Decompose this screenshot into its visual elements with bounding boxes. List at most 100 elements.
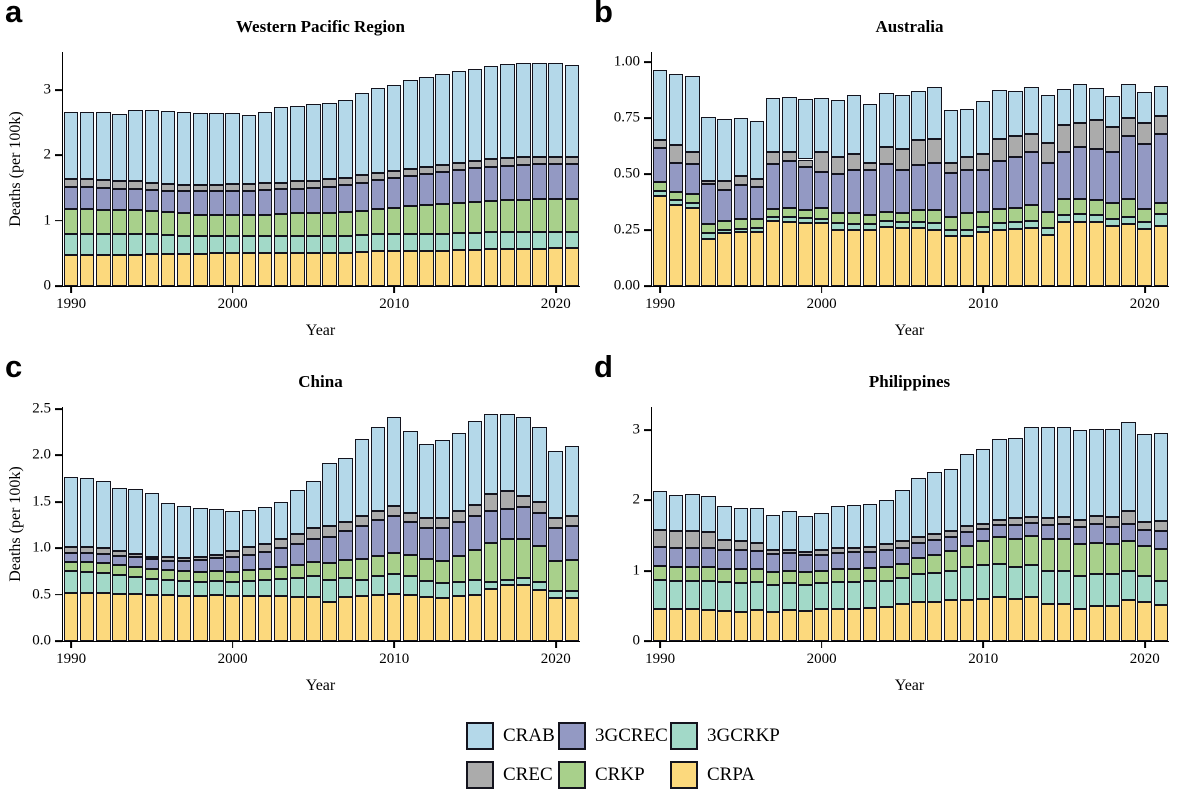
bar-segment-CRAB <box>830 100 846 158</box>
bar-segment-CRAB <box>403 80 418 169</box>
bar-segment-CRKP <box>354 559 370 580</box>
bar-segment-CRPA <box>1153 225 1169 286</box>
bar-segment-3GCREC <box>927 162 942 210</box>
bar-segment-3GCRKP <box>548 231 564 249</box>
bar-segment-CRPA <box>225 595 240 641</box>
panel-letter-d: d <box>594 349 613 384</box>
bar-segment-CRKP <box>370 208 386 235</box>
bar-segment-CRKP <box>548 199 564 232</box>
bar-segment-CRPA <box>289 253 305 286</box>
bar-segment-CRKP <box>895 563 910 578</box>
x-tick-mark <box>820 641 823 648</box>
bar-segment-CRAB <box>241 510 257 548</box>
bar-segment-CRAB <box>814 513 829 550</box>
x-tick-mark <box>231 641 234 648</box>
bar-segment-CREC <box>685 531 700 548</box>
bar-segment-CRPA <box>1008 228 1023 286</box>
panel-a: a Western Pacific Region Deaths (per 100… <box>0 0 588 355</box>
bar-segment-CRKP <box>765 572 781 585</box>
bar-segment-CREC <box>717 180 732 190</box>
bar-segment-CRKP <box>943 216 959 231</box>
bar-segment-CRKP <box>992 208 1007 224</box>
bar-segment-CRKP <box>975 212 991 227</box>
bar-segment-3GCREC <box>144 559 160 569</box>
x-tick-mark <box>70 286 72 293</box>
bar-segment-3GCRKP <box>975 565 991 599</box>
bar-segment-CRKP <box>1153 549 1169 582</box>
panel-title: Western Pacific Region <box>235 17 405 36</box>
bar-segment-3GCRKP <box>959 567 975 601</box>
bar-segment-CRPA <box>959 600 975 641</box>
bar-segment-CRKP <box>435 203 450 234</box>
bar-segment-3GCREC <box>63 186 79 209</box>
bar-segment-CRKP <box>1072 544 1088 577</box>
bar-segment-CRAB <box>668 74 684 145</box>
bar-segment-CRAB <box>548 450 564 519</box>
bar-segment-CRKP <box>1024 535 1039 566</box>
bar-segment-CREC <box>176 184 192 192</box>
bar-segment-CREC <box>483 494 499 511</box>
bar-segment-CREC <box>273 538 289 549</box>
bar-segment-3GCRKP <box>273 578 289 597</box>
bar-segment-CREC <box>193 557 208 561</box>
bar-segment-3GCRKP <box>322 579 337 602</box>
bar-segment-CRAB <box>992 90 1007 140</box>
bar-segment-CREC <box>516 496 531 508</box>
bar-segment-CRKP <box>532 199 547 232</box>
bar-segment-CRPA <box>1137 602 1153 641</box>
bar-segment-CRAB <box>548 63 564 157</box>
bar-segment-CREC <box>500 157 515 166</box>
bar-segment-CRAB <box>846 94 862 154</box>
bar-segment-CRAB <box>1024 426 1039 517</box>
bar-segment-CRPA <box>144 594 160 641</box>
bar-segment-3GCRKP <box>467 579 483 595</box>
x-tick-label: 2020 <box>540 651 571 667</box>
bar-segment-3GCRKP <box>338 577 353 598</box>
bar-segment-3GCRKP <box>63 571 79 593</box>
x-axis-title: Year <box>894 677 925 694</box>
bar-segment-3GCREC <box>241 190 257 216</box>
bar-segment-CRAB <box>1040 94 1056 143</box>
bars-container <box>652 407 1169 641</box>
bar-segment-3GCREC <box>1040 525 1056 540</box>
bar-segment-3GCREC <box>862 169 878 216</box>
bar-segment-3GCRKP <box>483 232 499 250</box>
bar-segment-3GCRKP <box>943 570 959 601</box>
bar-segment-CRAB <box>1121 421 1136 511</box>
bar-segment-CRPA <box>1056 603 1072 641</box>
bar-segment-3GCRKP <box>927 572 942 603</box>
bar-segment-CRPA <box>862 607 878 641</box>
bar-segment-CRPA <box>144 253 160 286</box>
bar-segment-CRPA <box>749 610 765 641</box>
bar-segment-3GCRKP <box>1121 216 1136 225</box>
bar-segment-CRPA <box>257 596 273 641</box>
bar-segment-CRPA <box>846 608 862 641</box>
bar-segment-3GCREC <box>685 163 700 195</box>
bar-segment-CRPA <box>467 594 483 641</box>
legend-swatch-3GCREC <box>558 722 586 750</box>
bar-segment-CRPA <box>717 233 732 286</box>
bar-segment-3GCREC <box>516 165 531 200</box>
bar-segment-CREC <box>1072 520 1088 528</box>
bar-segment-CRAB <box>1072 429 1088 521</box>
y-tick-label: 1.00 <box>613 53 640 70</box>
y-tick-label: 1 <box>632 562 641 579</box>
bar-segment-CRKP <box>338 560 353 578</box>
bar-segment-3GCRKP <box>257 236 273 254</box>
bar-segment-3GCRKP <box>895 222 910 228</box>
bar-segment-CREC <box>652 140 668 149</box>
legend-label: CRAB <box>503 725 555 746</box>
bar-segment-3GCREC <box>701 184 716 225</box>
bar-segment-CRKP <box>467 202 483 234</box>
bar-segment-3GCRKP <box>685 580 700 610</box>
bar-segment-CREC <box>943 162 959 173</box>
bar-segment-3GCREC <box>943 172 959 217</box>
bar-segment-CRKP <box>878 212 894 222</box>
x-tick-label: 1990 <box>645 296 676 312</box>
bar-segment-CREC <box>338 522 353 532</box>
bar-segment-CRAB <box>451 433 467 511</box>
bar-segment-CRKP <box>257 214 273 237</box>
bar-segment-CRKP <box>1137 546 1153 577</box>
bar-segment-CRPA <box>1105 605 1120 641</box>
y-tick-mark <box>55 593 62 596</box>
